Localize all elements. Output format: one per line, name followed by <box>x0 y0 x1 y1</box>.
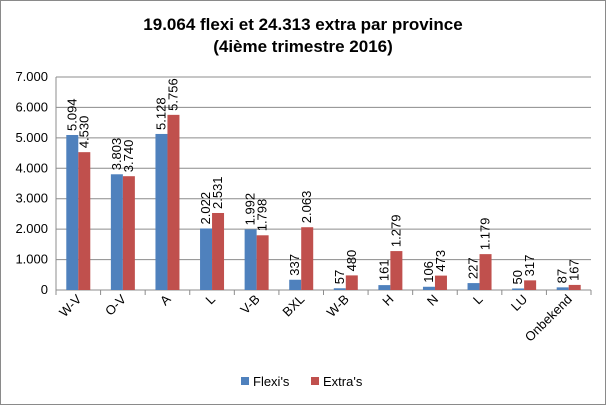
bar-extras <box>434 275 447 290</box>
data-label: 1.992 <box>243 193 258 226</box>
data-label: 2.022 <box>198 192 213 225</box>
bar-flexis <box>556 287 569 290</box>
data-label: 2.063 <box>299 191 314 224</box>
data-label: 50 <box>510 270 525 284</box>
legend-swatch <box>241 377 249 385</box>
data-label: 227 <box>466 257 481 279</box>
bar-extras <box>167 114 180 290</box>
data-label: 4.530 <box>76 116 91 149</box>
y-tick-label: 5.000 <box>15 130 48 145</box>
x-tick-label: Onbekend <box>522 292 575 345</box>
bar-extras <box>78 152 91 290</box>
x-tick-label: LU <box>508 292 530 314</box>
data-label: 1.798 <box>255 199 270 232</box>
data-label: 473 <box>433 250 448 272</box>
bar-extras <box>301 227 314 290</box>
bar-extras <box>390 251 403 290</box>
bar-extras <box>479 254 492 290</box>
bar-extras <box>524 280 537 290</box>
legend-swatch <box>311 377 319 385</box>
data-label: 106 <box>421 261 436 283</box>
y-tick-label: 4.000 <box>15 160 48 175</box>
y-tick-label: 0 <box>41 282 48 297</box>
data-label: 5.128 <box>153 97 168 130</box>
legend-label: Flexi's <box>253 374 290 389</box>
bar-flexis <box>244 229 257 290</box>
bar-flexis <box>289 279 302 290</box>
x-tick-label: L <box>202 292 218 308</box>
data-label: 480 <box>344 250 359 272</box>
bar-extras <box>122 176 135 290</box>
bar-extras <box>568 284 581 290</box>
y-tick-label: 2.000 <box>15 221 48 236</box>
x-tick-label: W-B <box>324 292 352 320</box>
data-label: 87 <box>555 269 570 283</box>
data-label: 317 <box>522 255 537 277</box>
x-tick-label: O-V <box>102 291 129 318</box>
bar-flexis <box>467 283 480 290</box>
bar-flexis <box>110 174 123 290</box>
data-label: 1.279 <box>388 215 403 248</box>
bar-flexis <box>155 133 168 290</box>
chart-subtitle: (4ième trimestre 2016) <box>213 37 393 56</box>
data-label: 3.740 <box>121 140 136 173</box>
x-tick-label: L <box>470 292 486 308</box>
bar-flexis <box>66 134 79 290</box>
y-tick-label: 7.000 <box>15 69 48 84</box>
data-label: 2.531 <box>210 176 225 209</box>
data-label: 5.094 <box>64 98 79 131</box>
data-label: 167 <box>567 259 582 281</box>
y-tick-label: 3.000 <box>15 191 48 206</box>
data-label: 1.179 <box>478 218 493 251</box>
bar-flexis <box>200 228 213 290</box>
bar-extras <box>256 235 269 290</box>
y-tick-label: 1.000 <box>15 252 48 267</box>
x-tick-label: W-V <box>56 291 85 320</box>
bar-flexis <box>378 285 391 290</box>
x-tick-label: BXL <box>279 292 307 320</box>
bar-flexis <box>422 286 435 290</box>
y-tick-label: 6.000 <box>15 99 48 114</box>
x-tick-label: A <box>157 291 174 308</box>
data-label: 5.756 <box>165 78 180 111</box>
data-label: 57 <box>332 270 347 284</box>
data-label: 161 <box>376 259 391 281</box>
x-tick-label: H <box>379 292 396 309</box>
bar-flexis <box>512 288 525 290</box>
chart-title: 19.064 flexi et 24.313 extra par provinc… <box>143 15 463 34</box>
bar-extras <box>345 275 358 290</box>
bar-flexis <box>333 288 346 290</box>
x-tick-label: V-B <box>237 292 262 317</box>
bar-extras <box>212 212 225 290</box>
data-label: 3.803 <box>109 138 124 171</box>
legend-label: Extra's <box>323 374 363 389</box>
x-tick-label: N <box>424 292 441 309</box>
data-label: 337 <box>287 254 302 276</box>
